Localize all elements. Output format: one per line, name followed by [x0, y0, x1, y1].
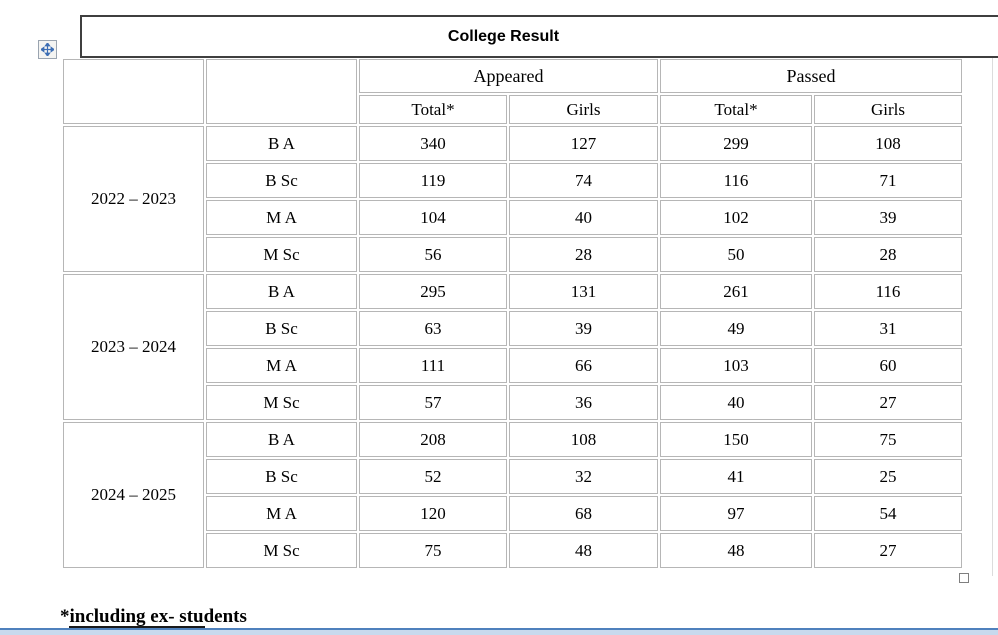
table-row: B Sc 63 39 49 31 — [63, 311, 962, 346]
course-cell[interactable]: M Sc — [206, 237, 357, 272]
appeared-girls-cell[interactable]: 40 — [509, 200, 658, 235]
appeared-total-cell[interactable]: 63 — [359, 311, 507, 346]
appeared-total-cell[interactable]: 111 — [359, 348, 507, 383]
course-cell[interactable]: M Sc — [206, 533, 357, 568]
header-passed-girls[interactable]: Girls — [814, 95, 962, 124]
appeared-girls-cell[interactable]: 32 — [509, 459, 658, 494]
table-move-handle[interactable] — [38, 40, 57, 59]
year-cell[interactable]: 2022 – 2023 — [63, 126, 204, 272]
passed-total-cell[interactable]: 40 — [660, 385, 812, 420]
appeared-girls-cell[interactable]: 108 — [509, 422, 658, 457]
appeared-total-cell[interactable]: 57 — [359, 385, 507, 420]
table-row: M Sc 75 48 48 27 — [63, 533, 962, 568]
appeared-total-cell[interactable]: 120 — [359, 496, 507, 531]
appeared-girls-cell[interactable]: 48 — [509, 533, 658, 568]
passed-girls-cell[interactable]: 54 — [814, 496, 962, 531]
header-passed-total[interactable]: Total* — [660, 95, 812, 124]
passed-girls-cell[interactable]: 31 — [814, 311, 962, 346]
table-row: 2022 – 2023 B A 340 127 299 108 — [63, 126, 962, 272]
passed-total-cell[interactable]: 299 — [660, 126, 812, 161]
table-row: 2023 – 2024 B A 295 131 261 116 — [63, 274, 962, 420]
passed-total-cell[interactable]: 102 — [660, 200, 812, 235]
table-row: 2024 – 2025 B A 208 108 150 75 — [63, 422, 962, 568]
course-cell[interactable]: M Sc — [206, 385, 357, 420]
course-cell[interactable]: B Sc — [206, 163, 357, 198]
course-cell[interactable]: B Sc — [206, 459, 357, 494]
clipped-text-line — [69, 626, 205, 628]
passed-total-cell[interactable]: 97 — [660, 496, 812, 531]
window-bottom-edge[interactable] — [0, 628, 998, 635]
course-cell[interactable]: B A — [206, 126, 357, 161]
course-cell[interactable]: B A — [206, 274, 357, 309]
passed-total-cell[interactable]: 50 — [660, 237, 812, 272]
appeared-girls-cell[interactable]: 39 — [509, 311, 658, 346]
passed-girls-cell[interactable]: 60 — [814, 348, 962, 383]
table-row: M Sc 56 28 50 28 — [63, 237, 962, 272]
table-row: M A 120 68 97 54 — [63, 496, 962, 531]
appeared-total-cell[interactable]: 295 — [359, 274, 507, 309]
course-cell[interactable]: M A — [206, 348, 357, 383]
passed-total-cell[interactable]: 49 — [660, 311, 812, 346]
passed-girls-cell[interactable]: 28 — [814, 237, 962, 272]
passed-total-cell[interactable]: 41 — [660, 459, 812, 494]
header-appeared[interactable]: Appeared — [359, 59, 658, 93]
passed-total-cell[interactable]: 150 — [660, 422, 812, 457]
passed-girls-cell[interactable]: 25 — [814, 459, 962, 494]
year-cell[interactable]: 2024 – 2025 — [63, 422, 204, 568]
appeared-total-cell[interactable]: 56 — [359, 237, 507, 272]
table-row: M A 104 40 102 39 — [63, 200, 962, 235]
appeared-girls-cell[interactable]: 66 — [509, 348, 658, 383]
passed-girls-cell[interactable]: 75 — [814, 422, 962, 457]
table-resize-handle[interactable] — [959, 573, 969, 583]
course-cell[interactable]: B A — [206, 422, 357, 457]
course-cell[interactable]: M A — [206, 200, 357, 235]
header-appeared-total[interactable]: Total* — [359, 95, 507, 124]
table-row: B Sc 52 32 41 25 — [63, 459, 962, 494]
appeared-girls-cell[interactable]: 68 — [509, 496, 658, 531]
footnote-text[interactable]: *including ex- students — [60, 606, 247, 627]
appeared-girls-cell[interactable]: 28 — [509, 237, 658, 272]
page-right-edge-line — [992, 58, 993, 576]
appeared-girls-cell[interactable]: 74 — [509, 163, 658, 198]
passed-girls-cell[interactable]: 39 — [814, 200, 962, 235]
header-passed[interactable]: Passed — [660, 59, 962, 93]
appeared-total-cell[interactable]: 52 — [359, 459, 507, 494]
page-title: College Result — [447, 27, 560, 45]
appeared-total-cell[interactable]: 119 — [359, 163, 507, 198]
result-table-wrap: Appeared Passed Total* Girls Total* Girl… — [61, 57, 964, 570]
course-cell[interactable]: M A — [206, 496, 357, 531]
appeared-total-cell[interactable]: 340 — [359, 126, 507, 161]
passed-total-cell[interactable]: 48 — [660, 533, 812, 568]
corner-cell-course[interactable] — [206, 59, 357, 124]
result-table: Appeared Passed Total* Girls Total* Girl… — [61, 57, 964, 570]
passed-girls-cell[interactable]: 27 — [814, 385, 962, 420]
passed-girls-cell[interactable]: 71 — [814, 163, 962, 198]
passed-girls-cell[interactable]: 108 — [814, 126, 962, 161]
appeared-total-cell[interactable]: 75 — [359, 533, 507, 568]
appeared-girls-cell[interactable]: 131 — [509, 274, 658, 309]
passed-girls-cell[interactable]: 116 — [814, 274, 962, 309]
table-row: M Sc 57 36 40 27 — [63, 385, 962, 420]
appeared-girls-cell[interactable]: 36 — [509, 385, 658, 420]
passed-girls-cell[interactable]: 27 — [814, 533, 962, 568]
appeared-total-cell[interactable]: 104 — [359, 200, 507, 235]
table-row: M A 111 66 103 60 — [63, 348, 962, 383]
appeared-girls-cell[interactable]: 127 — [509, 126, 658, 161]
year-cell[interactable]: 2023 – 2024 — [63, 274, 204, 420]
corner-cell-year[interactable] — [63, 59, 204, 124]
move-cross-icon — [41, 43, 54, 56]
course-cell[interactable]: B Sc — [206, 311, 357, 346]
appeared-total-cell[interactable]: 208 — [359, 422, 507, 457]
title-textbox[interactable]: College Result — [80, 15, 998, 58]
passed-total-cell[interactable]: 116 — [660, 163, 812, 198]
header-appeared-girls[interactable]: Girls — [509, 95, 658, 124]
passed-total-cell[interactable]: 261 — [660, 274, 812, 309]
passed-total-cell[interactable]: 103 — [660, 348, 812, 383]
table-row: B Sc 119 74 116 71 — [63, 163, 962, 198]
